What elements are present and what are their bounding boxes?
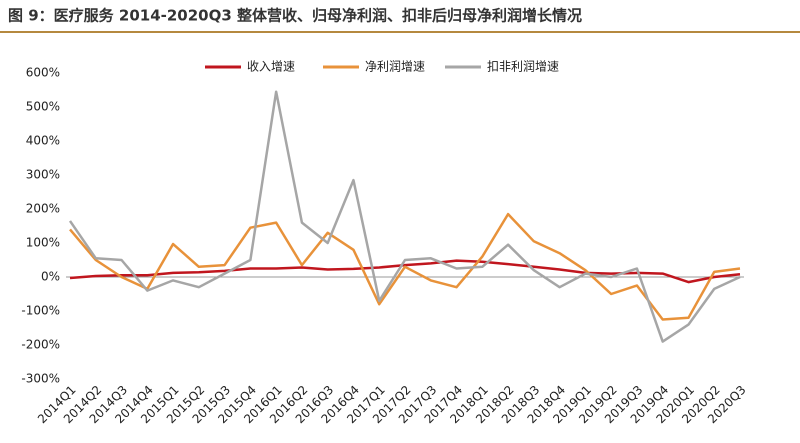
- y-tick-label: 500%: [26, 100, 60, 114]
- y-tick-label: 600%: [26, 66, 60, 80]
- y-tick-label: 300%: [26, 168, 60, 182]
- series-line: [69, 212, 741, 321]
- legend-label: 收入增速: [247, 60, 295, 74]
- series-line: [68, 90, 741, 343]
- chart-title: 图 9：医疗服务 2014-2020Q3 整体营收、归母净利润、扣非后归母净利润…: [8, 7, 582, 25]
- y-tick-label: -100%: [21, 304, 60, 318]
- y-tick-label: 400%: [26, 134, 60, 148]
- y-tick-label: 100%: [26, 236, 60, 250]
- y-tick-label: 200%: [26, 202, 60, 216]
- series-line: [69, 259, 741, 284]
- y-tick-label: -200%: [21, 338, 60, 352]
- legend-label: 净利润增速: [365, 60, 425, 74]
- legend-label: 扣非利润增速: [487, 60, 559, 74]
- y-tick-label: 0%: [41, 270, 60, 284]
- y-tick-label: -300%: [21, 372, 60, 386]
